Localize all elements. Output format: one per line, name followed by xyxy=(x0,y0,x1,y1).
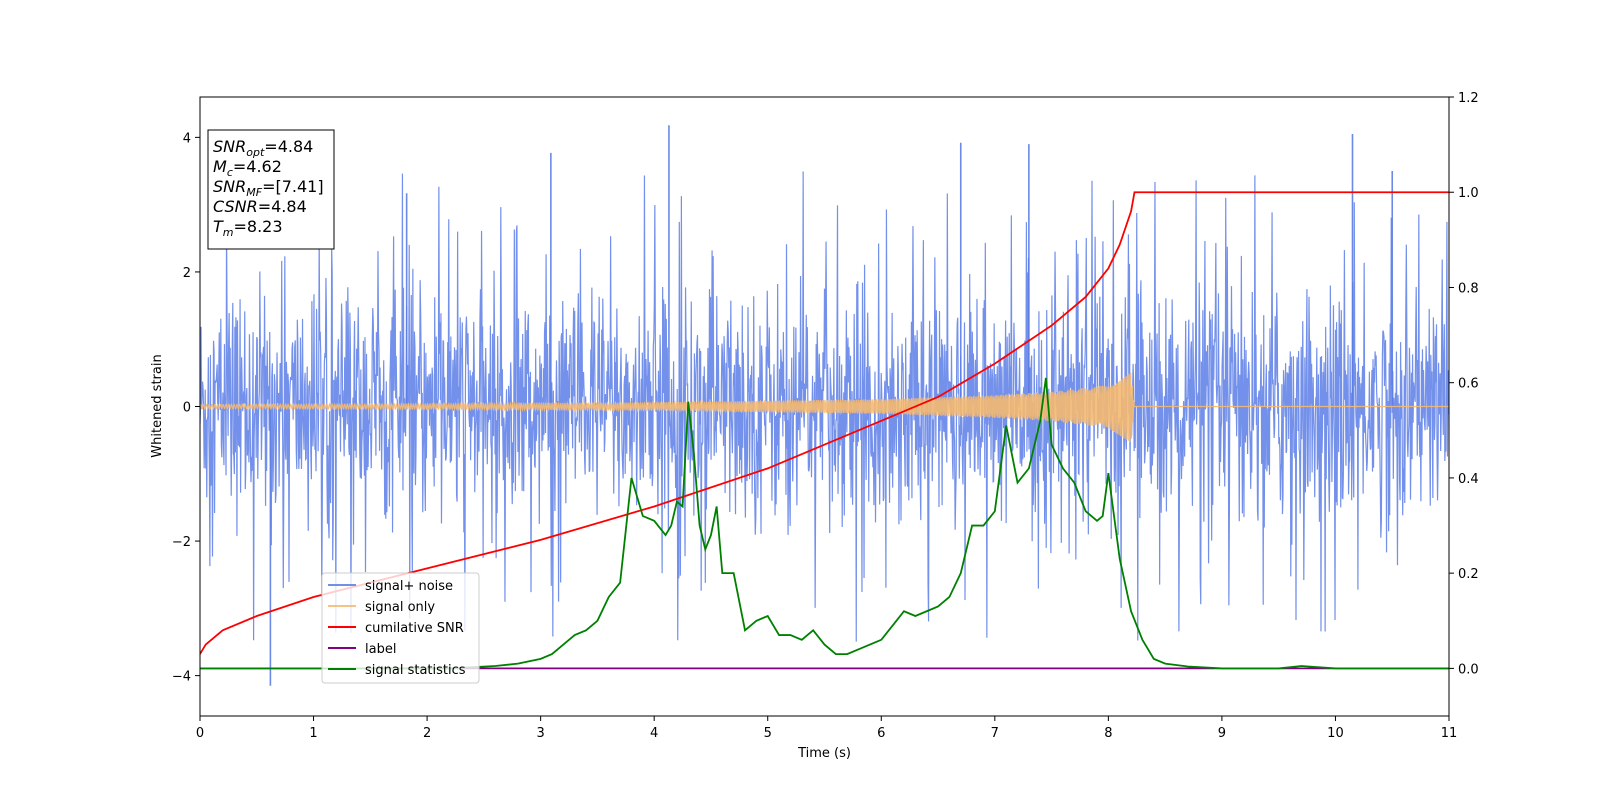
info-box-frame xyxy=(207,129,335,250)
y-right-tick-label: 0.8 xyxy=(1458,281,1479,296)
y-right-tick-label: 0.0 xyxy=(1458,662,1479,677)
y-right-tick-label: 1.2 xyxy=(1458,91,1479,106)
info-line: SNRopt=4.84 xyxy=(213,137,313,159)
y-axis-label: Whitened strain xyxy=(150,354,165,457)
x-tick-label: 11 xyxy=(1441,726,1458,741)
x-tick-label: 0 xyxy=(196,726,204,741)
y-left-tick-label: −2 xyxy=(172,535,191,550)
y-left-tick-label: 0 xyxy=(183,401,191,416)
y-left-tick-label: 4 xyxy=(183,131,191,146)
x-tick-label: 4 xyxy=(650,726,658,741)
y-right-tick-label: 0.2 xyxy=(1458,567,1479,582)
info-line: Tm=8.23 xyxy=(213,217,283,239)
y-right-tick-label: 0.6 xyxy=(1458,377,1479,392)
legend-entry: cumilative SNR xyxy=(365,621,464,636)
x-tick-label: 3 xyxy=(536,726,544,741)
x-tick-label: 2 xyxy=(423,726,431,741)
legend-entry: signal only xyxy=(365,600,435,615)
y-right-tick-label: 0.4 xyxy=(1458,472,1479,487)
y-left-tick-label: −4 xyxy=(172,670,191,685)
x-tick-label: 10 xyxy=(1327,726,1344,741)
info-line: Mc=4.62 xyxy=(213,157,282,179)
x-tick-label: 8 xyxy=(1104,726,1112,741)
series-signal-only xyxy=(200,372,1449,442)
series-signal-statistics xyxy=(200,377,1449,670)
series-cumulative-snr xyxy=(200,191,1449,655)
axes: 0 1 2 3 4 5 6 7 8 9 10 11 −4 −2 0 2 4 0.0 0.2 0.4 0.6 0.8 1.0 1… xyxy=(172,91,1479,741)
x-tick-label: 1 xyxy=(309,726,317,741)
info-box: SNRopt=4.84Mc=4.62SNRMF=[7.41]CSNR=4.84T… xyxy=(207,129,335,250)
legend-entry: signal statistics xyxy=(365,663,466,678)
y-left-tick-label: 2 xyxy=(183,266,191,281)
x-tick-label: 7 xyxy=(991,726,999,741)
legend-entry: signal+ noise xyxy=(365,579,453,594)
legend: signal+ noise signal only cumilative SNR la… xyxy=(321,572,480,684)
info-line: CSNR=4.84 xyxy=(213,197,307,216)
series-signal-noise-peaks xyxy=(269,125,1394,686)
x-tick-label: 6 xyxy=(877,726,885,741)
x-tick-label: 9 xyxy=(1218,726,1226,741)
y-right-tick-label: 1.0 xyxy=(1458,186,1479,201)
legend-frame xyxy=(321,572,480,684)
x-axis-label: Time (s) xyxy=(797,746,851,761)
x-tick-label: 5 xyxy=(764,726,772,741)
info-line: SNRMF=[7.41] xyxy=(213,177,324,199)
legend-entry: label xyxy=(365,642,396,657)
